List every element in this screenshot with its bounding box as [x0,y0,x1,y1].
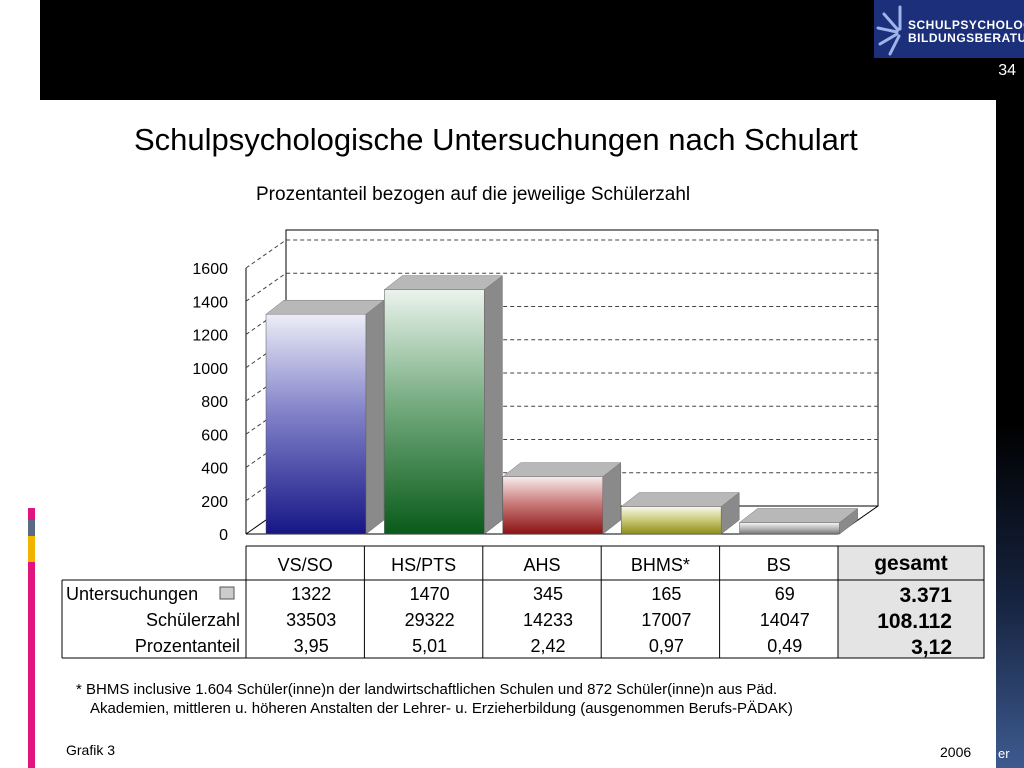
bar-top [738,508,859,523]
footnote-line-1: * BHMS inclusive 1.604 Schüler(inne)n de… [76,681,778,698]
y-tick-label: 1200 [192,328,228,345]
table-cell: 69 [775,584,795,604]
bar-side [484,275,503,535]
y-tick-label: 400 [201,461,228,478]
bar-chart: 0 200 400 600 800 1000 1200 1400 1600 VS/SO HS/PTS… [61,229,985,659]
table-total-cell: 3,12 [911,636,952,659]
table-cell: 165 [651,584,681,604]
year-label: 2006 [940,744,972,760]
table-total-cell: 3.371 [899,584,952,607]
decorative-bars-icon [18,62,36,122]
side-accent-icon [28,508,35,768]
x-category-label: VS/SO [278,555,333,575]
x-category-label: BS [767,555,791,575]
logo-line-1: SCHULPSYCHOLOGIE [908,18,1024,32]
table-cell: 1322 [291,584,331,604]
table-cell: 0,49 [767,636,802,656]
table-cell: 33503 [286,610,336,630]
y-tick-label: 0 [219,527,228,544]
corner-text: er [998,746,1010,761]
bar-top [620,492,740,507]
gridline [245,472,878,502]
table-cell: 29322 [405,610,455,630]
gridline [245,239,878,269]
x-category-label: HS/PTS [391,555,456,575]
bar [384,289,485,535]
table-row-label: Schülerzahl [146,610,240,630]
logo: SCHULPSYCHOLOGIE BILDUNGSBERATUNG [874,0,1024,58]
total-column-box [837,545,985,659]
table-cell: 14047 [760,610,810,630]
footnote: * BHMS inclusive 1.604 Schüler(inne)n de… [76,680,793,718]
x-category-label: BHMS* [631,555,690,575]
legend-swatch-icon [219,586,235,600]
bar-top [383,275,504,290]
table-cell: 14233 [523,610,573,630]
slide-content: Schulpsychologische Untersuchungen nach … [40,100,996,768]
bar [502,476,604,535]
gridline [245,405,878,435]
table-cell: 0,97 [649,636,684,656]
y-tick-label: 200 [201,494,228,511]
grafik-label: Grafik 3 [66,742,116,758]
table-total-cell: 108.112 [877,610,952,633]
bar [739,522,840,535]
table-cell: 345 [533,584,563,604]
bar [620,506,722,535]
table-cell: 5,01 [412,636,447,656]
bar-top [265,299,385,315]
gridline [245,372,878,402]
gridline [245,272,878,302]
table-cell: 17007 [641,610,691,630]
table-cell: 3,95 [294,636,329,656]
bar [265,313,367,535]
chart-title: Schulpsychologische Untersuchungen nach … [134,122,858,157]
x-category-label: AHS [523,555,560,575]
bar-side [365,299,385,535]
bar-top [502,462,622,477]
table-row-label: Untersuchungen [66,584,198,604]
y-tick-label: 1600 [192,261,228,278]
table-cell: 1470 [410,584,450,604]
gridline [245,439,878,468]
logo-rays-icon [876,5,902,56]
gridline [245,339,878,369]
table-cell: 2,42 [530,636,565,656]
y-tick-label: 800 [201,394,228,411]
total-header: gesamt [874,552,948,575]
y-tick-label: 1400 [192,294,228,311]
logo-line-2: BILDUNGSBERATUNG [908,31,1024,45]
page-number: 34 [998,62,1016,79]
table-row-label: Prozentanteil [135,636,240,656]
footnote-line-2: Akademien, mittleren u. höheren Anstalte… [90,700,793,717]
y-tick-label: 1000 [192,361,228,378]
gridline [245,306,878,335]
chart-subtitle: Prozentanteil bezogen auf die jeweilige … [256,184,691,205]
y-tick-label: 600 [201,427,228,444]
